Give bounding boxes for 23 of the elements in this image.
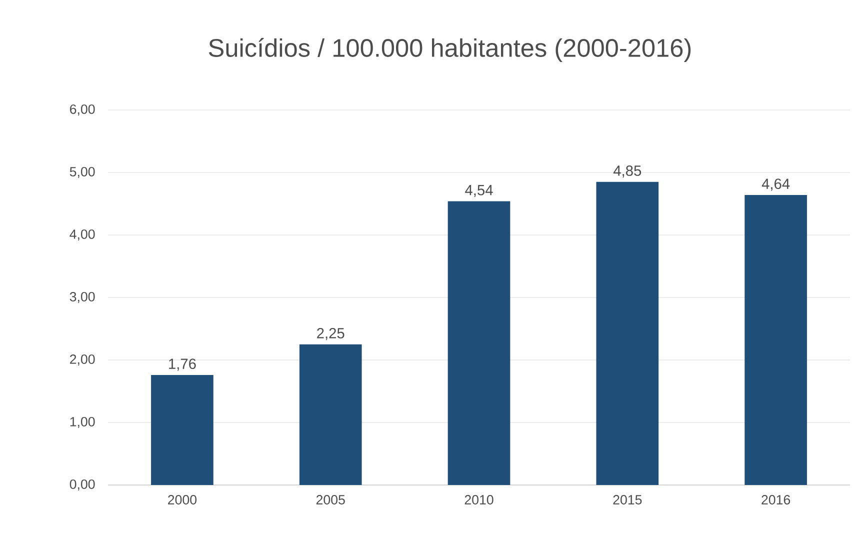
data-label: 4,54 <box>465 185 493 197</box>
x-tick-label: 2010 <box>464 495 494 504</box>
y-tick-label: 5,00 <box>70 166 95 178</box>
y-tick-label: 6,00 <box>70 104 95 116</box>
x-tick-label: 2015 <box>613 495 642 504</box>
y-tick-label: 2,00 <box>70 354 95 366</box>
data-label: 4,85 <box>613 166 642 178</box>
bar <box>299 344 362 485</box>
y-tick-label: 1,00 <box>70 416 95 428</box>
data-label: 4,64 <box>762 178 790 191</box>
data-label: 1,76 <box>169 358 196 371</box>
bar <box>744 194 807 485</box>
data-label: 2,25 <box>317 328 344 340</box>
bar <box>448 201 510 485</box>
y-tick-label: 4,00 <box>70 229 95 241</box>
bar <box>596 182 659 485</box>
x-tick-label: 2000 <box>168 495 197 504</box>
y-tick-label: 0,00 <box>70 479 95 491</box>
x-tick-label: 2005 <box>316 495 345 504</box>
x-tick-label: 2016 <box>762 495 790 504</box>
bar <box>151 374 214 485</box>
y-tick-label: 3,00 <box>70 292 95 304</box>
chart-title: Suicídios / 100.000 habitantes (2000-2016) <box>208 38 691 62</box>
